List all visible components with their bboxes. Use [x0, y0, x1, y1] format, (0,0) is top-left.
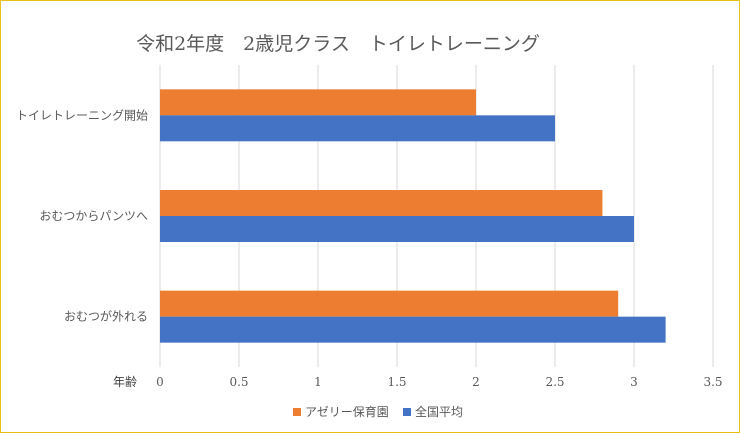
x-tick-label-3: 1.5 — [387, 375, 406, 389]
x-tick-label-0: 0 — [156, 375, 164, 389]
legend: アゼリー保育園 全国平均 — [293, 404, 463, 419]
x-tick-label-6: 3 — [630, 375, 638, 389]
category-label-1: おむつからパンツへ — [39, 209, 148, 223]
legend-swatch-0 — [293, 408, 301, 416]
x-axis-title: 年齢 — [113, 374, 137, 389]
legend-label-1: 全国平均 — [415, 404, 463, 419]
x-axis-tick-labels: 0 0.5 1 1.5 2 2.5 3 3.5 — [156, 375, 722, 389]
bar-azalea-2 — [160, 290, 619, 317]
bar-azalea-1 — [160, 190, 603, 216]
bar-national-1 — [160, 216, 634, 242]
legend-label-0: アゼリー保育園 — [305, 404, 389, 419]
category-label-2: おむつが外れる — [64, 309, 148, 324]
bars — [160, 89, 666, 343]
x-tick-label-4: 2 — [472, 375, 480, 389]
bar-national-0 — [160, 115, 555, 142]
x-tick-label-2: 1 — [314, 375, 322, 389]
x-tick-label-1: 0.5 — [229, 375, 248, 389]
x-tick-label-5: 2.5 — [545, 375, 564, 389]
chart-title: 令和2年度 2歳児クラス トイレトレーニング — [136, 33, 540, 55]
legend-swatch-1 — [403, 408, 411, 416]
bar-national-2 — [160, 316, 666, 343]
x-tick-label-7: 3.5 — [703, 375, 722, 389]
bar-azalea-0 — [160, 89, 476, 116]
category-label-0: トイレトレーニング開始 — [16, 108, 148, 122]
